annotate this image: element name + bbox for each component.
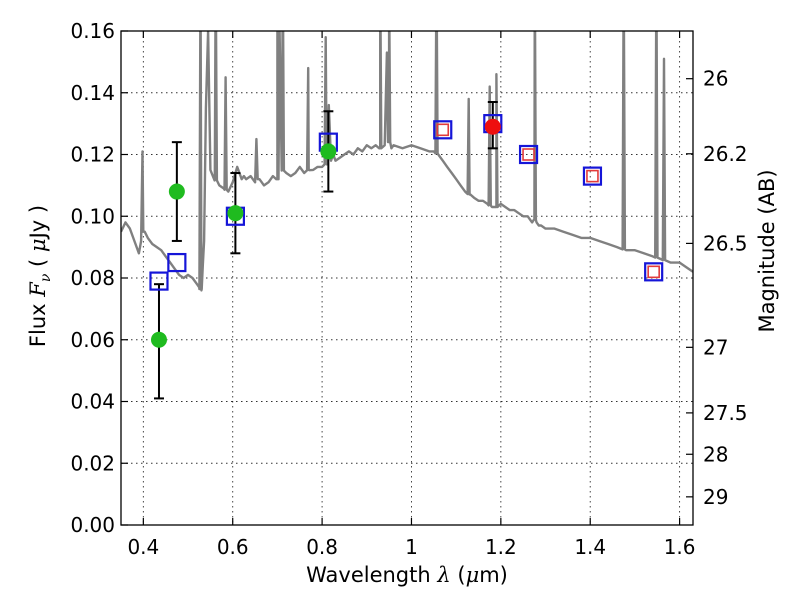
x-axis-title: Wavelength λ (μm) (306, 563, 508, 587)
y2-tick-label: 29 (703, 485, 728, 509)
y2-axis-title: Magnitude (AB) (755, 169, 779, 332)
observed-green-point (227, 205, 244, 222)
observed-green-point (168, 183, 185, 200)
y2-tick-label: 28 (703, 442, 728, 466)
y2-tick-label: 27 (703, 335, 728, 359)
y-tick-label: 0.10 (70, 204, 115, 228)
observed-green-point (320, 143, 337, 160)
x-tick-label: 0.6 (217, 535, 249, 559)
observed-open-square (586, 169, 599, 183)
x-tick-label: 1 (405, 535, 418, 559)
y-tick-label: 0.08 (70, 266, 115, 290)
y-tick-label: 0.00 (70, 513, 115, 537)
observed-green-point (150, 331, 167, 348)
observed-open-square (522, 148, 535, 161)
observed-open-square (436, 123, 450, 137)
model-photometry-square (433, 120, 453, 140)
y-axis-title: Flux Fν ( μJy ) (26, 205, 54, 347)
y-tick-label: 0.06 (70, 328, 115, 352)
plot-area (121, 31, 693, 400)
model-photometry-square (149, 271, 169, 291)
model-spectrum-line (121, 31, 693, 292)
model-photometry-square (644, 262, 664, 282)
y2-tick-label: 27.5 (703, 401, 748, 425)
y-tick-label: 0.14 (70, 81, 115, 105)
model-photometry-square (167, 252, 187, 273)
model-photometry-square (582, 166, 603, 186)
y2-tick-label: 26.2 (703, 142, 748, 166)
y2-tick-label: 26 (703, 67, 728, 91)
y2-tick-label: 26.5 (703, 231, 748, 255)
x-tick-label: 1.2 (485, 535, 517, 559)
x-tick-label: 1.4 (574, 535, 606, 559)
x-tick-label: 0.8 (306, 535, 338, 559)
x-tick-label: 1.6 (664, 535, 696, 559)
y-tick-label: 0.02 (70, 451, 115, 475)
axis-ticks: 0.4 0.6 0.8 1 1.2 1.4 1.6 0.00 0.02 0.04 0.06 0.08 0… (70, 19, 747, 559)
model-photometry-square (518, 144, 539, 165)
x-tick-label: 0.4 (127, 535, 159, 559)
y-tick-label: 0.12 (70, 143, 115, 167)
y-tick-label: 0.04 (70, 390, 115, 414)
observed-open-square (647, 265, 660, 279)
observed-red-point (484, 118, 501, 135)
y-tick-label: 0.16 (70, 19, 115, 43)
